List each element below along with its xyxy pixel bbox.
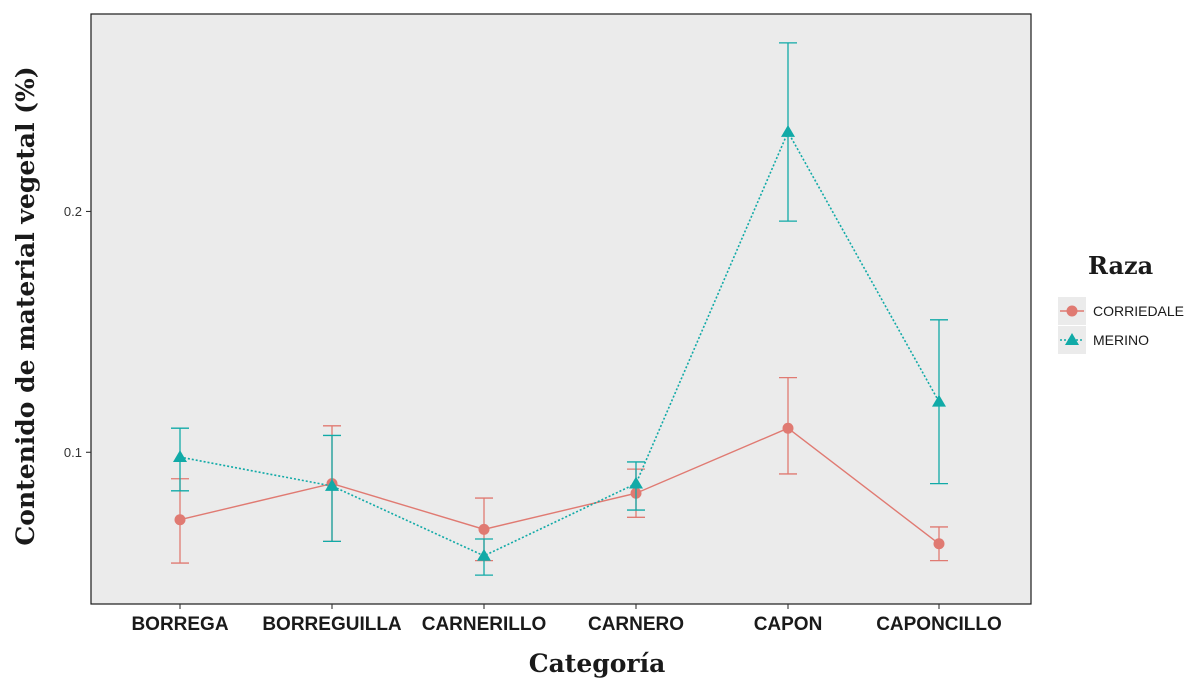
y-axis-title: Contenido de material vegetal (%): [11, 66, 40, 545]
x-tick-label: CAPON: [754, 614, 823, 635]
x-tick-label: BORREGA: [131, 614, 228, 635]
data-point: [174, 514, 186, 526]
data-point: [173, 450, 187, 463]
x-tick-label: CARNERILLO: [422, 614, 547, 635]
x-axis: BORREGA BORREGUILLA CARNERILLO CARNERO CAPON…: [131, 604, 1002, 635]
plot-panel: [90, 13, 1032, 605]
x-tick-label: CARNERO: [588, 614, 684, 635]
data-point: [781, 125, 795, 137]
series-line: [179, 130, 940, 557]
legend-label: MERINO: [1093, 332, 1149, 348]
legend-marker: [1065, 333, 1079, 345]
y-tick-label: 0.1: [64, 445, 82, 460]
series-line: [179, 427, 940, 545]
data-point: [629, 476, 643, 489]
series-layer: [171, 42, 948, 576]
legend-marker: [1066, 305, 1078, 317]
data-point: [325, 479, 339, 491]
data-point: [932, 394, 946, 407]
legend-label: CORRIEDALE: [1093, 303, 1184, 319]
legend: Raza CORRIEDALE MERINO: [1058, 251, 1184, 354]
y-axis: 0.1 0.2: [64, 204, 91, 460]
data-point: [933, 538, 945, 550]
legend-entry-merino: MERINO: [1058, 326, 1149, 354]
x-axis-title: Categoría: [529, 649, 666, 678]
series-merino: [171, 42, 948, 576]
data-point: [477, 548, 491, 561]
legend-entry-corriedale: CORRIEDALE: [1058, 297, 1184, 325]
legend-title: Raza: [1088, 251, 1153, 280]
y-tick-label: 0.2: [64, 204, 82, 219]
data-point: [478, 523, 490, 535]
x-tick-label: CAPONCILLO: [876, 614, 1002, 635]
x-tick-label: BORREGUILLA: [262, 614, 402, 635]
data-point: [782, 422, 794, 434]
